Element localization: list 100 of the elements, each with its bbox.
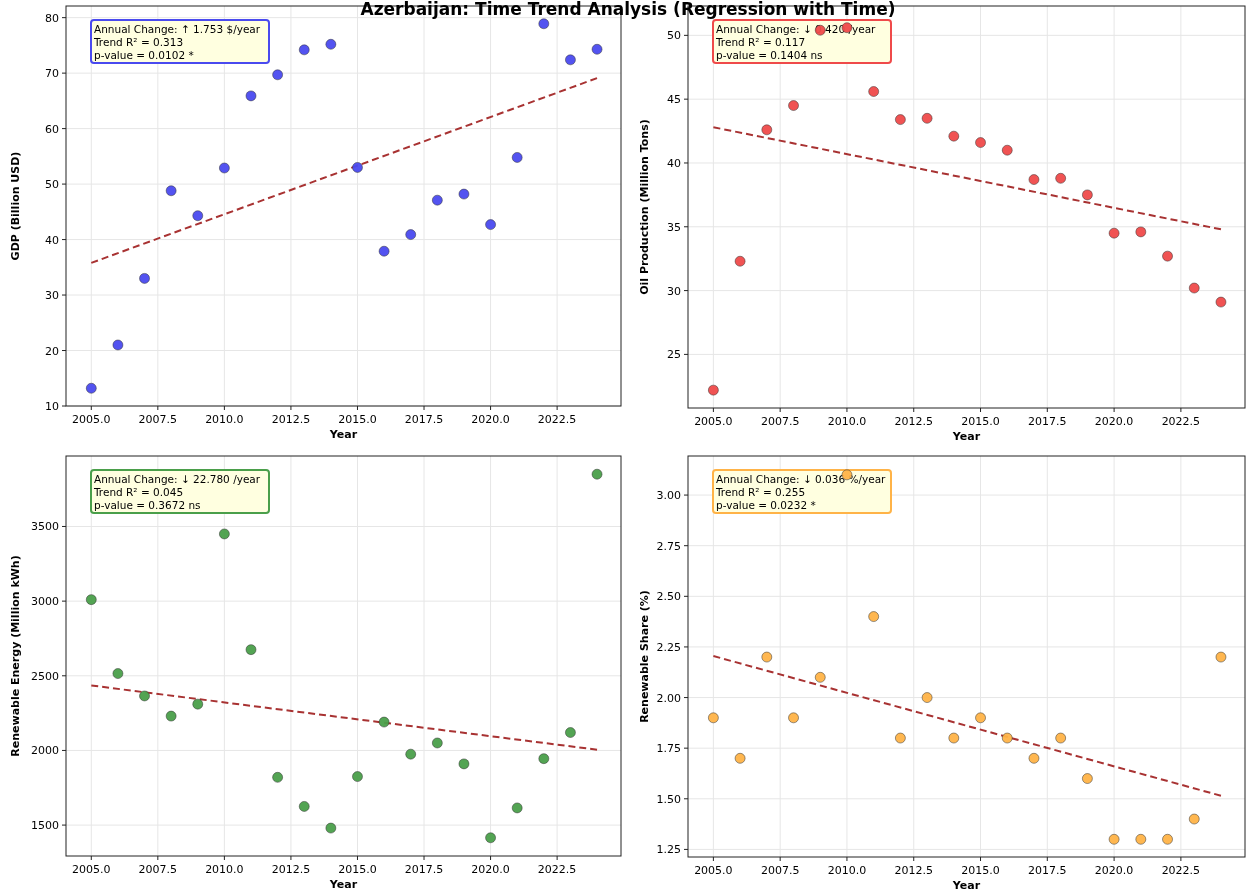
point: [112, 339, 124, 351]
point: [814, 672, 826, 683]
point: [761, 124, 773, 136]
x-tick-label: 2012.5: [894, 415, 933, 428]
point: [921, 113, 933, 124]
x-tick-label: 2005.0: [72, 413, 111, 426]
y-tick-label: 45: [667, 93, 681, 107]
point: [458, 188, 470, 200]
y-tick-label: 80: [45, 11, 59, 25]
annotation: Annual Change: ↓ 0.036 %/year: [716, 473, 887, 485]
y-tick-label: 30: [667, 284, 681, 298]
x-tick-label: 2012.5: [271, 413, 311, 426]
y-tick-label: 3500: [31, 520, 59, 534]
x-tick-label: 2010.0: [205, 413, 244, 426]
point: [272, 69, 283, 81]
point: [405, 229, 416, 240]
x-tick-label: 2012.5: [894, 864, 933, 877]
point: [788, 100, 799, 111]
x-tick-label: 2005.0: [72, 863, 111, 876]
point: [761, 651, 773, 663]
point: [325, 822, 337, 834]
point: [352, 771, 363, 782]
chart-title: Azerbaijan: Time Trend Analysis (Regression with Time): [360, 0, 896, 19]
annotation: p-value = 0.0102 *: [94, 49, 194, 61]
point: [1188, 813, 1200, 825]
point: [378, 245, 390, 257]
point: [165, 710, 177, 722]
point: [788, 712, 799, 724]
x-tick-label: 2005.0: [694, 864, 733, 877]
point: [1215, 296, 1227, 308]
y-tick-label: 50: [45, 178, 59, 192]
x-tick-label: 2022.5: [1161, 864, 1201, 877]
point: [485, 219, 496, 230]
y-tick-label: 2500: [31, 669, 59, 683]
annotation: Trend R² = 0.255: [715, 486, 806, 498]
x-tick-label: 2012.5: [271, 863, 311, 876]
x-tick-label: 2015.0: [961, 415, 1000, 428]
y-tick-label: 10: [45, 400, 59, 413]
y-tick-label: 1.50: [656, 792, 681, 806]
point: [1162, 250, 1173, 262]
point: [298, 44, 310, 56]
x-tick-label: 2020.0: [1094, 864, 1134, 877]
point: [432, 194, 443, 206]
annotation: Trend R² = 0.045: [93, 486, 184, 498]
x-tick-label: 2015.0: [961, 864, 1000, 877]
point: [1135, 834, 1147, 845]
point: [485, 832, 496, 844]
y-tick-label: 40: [667, 156, 681, 170]
y-tick-label: 30: [45, 289, 59, 303]
point: [86, 594, 97, 605]
x-tick-label: 2015.0: [338, 413, 377, 426]
point: [1108, 834, 1120, 845]
x-axis-title: Year: [328, 878, 358, 891]
y-tick-label: 40: [45, 233, 59, 247]
annotation: p-value = 0.1404 ns: [716, 49, 823, 61]
point: [192, 698, 204, 710]
point: [708, 712, 719, 724]
point: [192, 210, 204, 221]
point: [432, 737, 443, 749]
y-tick-label: 2.50: [656, 590, 681, 604]
point: [565, 54, 576, 66]
y-axis-title: Renewable Energy (Million kWh): [9, 555, 22, 757]
point: [139, 690, 150, 702]
point: [975, 137, 986, 148]
x-tick-label: 2017.5: [404, 413, 444, 426]
x-tick-label: 2007.5: [760, 864, 800, 877]
x-tick-label: 2020.0: [1094, 415, 1134, 428]
point: [1082, 773, 1093, 784]
point: [511, 152, 523, 163]
point: [868, 86, 879, 97]
point: [734, 255, 746, 267]
x-tick-label: 2020.0: [471, 863, 510, 876]
point: [112, 668, 124, 679]
y-tick-label: 3.00: [656, 489, 681, 503]
x-tick-label: 2017.5: [404, 863, 444, 876]
x-axis-title: Year: [951, 430, 981, 443]
x-tick-label: 2017.5: [1028, 415, 1067, 428]
point: [86, 383, 97, 394]
point: [245, 90, 257, 102]
y-tick-label: 50: [667, 29, 681, 43]
x-tick-label: 2010.0: [827, 415, 867, 428]
y-tick-label: 1.75: [656, 742, 681, 756]
x-axis-title: Year: [328, 428, 358, 441]
y-tick-label: 1500: [31, 819, 59, 833]
point: [458, 758, 470, 770]
point: [1001, 144, 1013, 156]
y-tick-label: 2.00: [656, 691, 681, 705]
y-tick-label: 2000: [31, 744, 59, 758]
point: [378, 716, 390, 728]
point: [868, 611, 879, 622]
y-tick-label: 35: [667, 220, 681, 234]
point: [511, 802, 523, 814]
point: [1215, 651, 1227, 663]
y-tick-label: 60: [45, 122, 59, 136]
point: [591, 468, 603, 480]
point: [298, 801, 310, 812]
point: [538, 753, 550, 764]
point: [219, 528, 230, 540]
point: [139, 273, 150, 284]
x-tick-label: 2017.5: [1028, 864, 1067, 877]
